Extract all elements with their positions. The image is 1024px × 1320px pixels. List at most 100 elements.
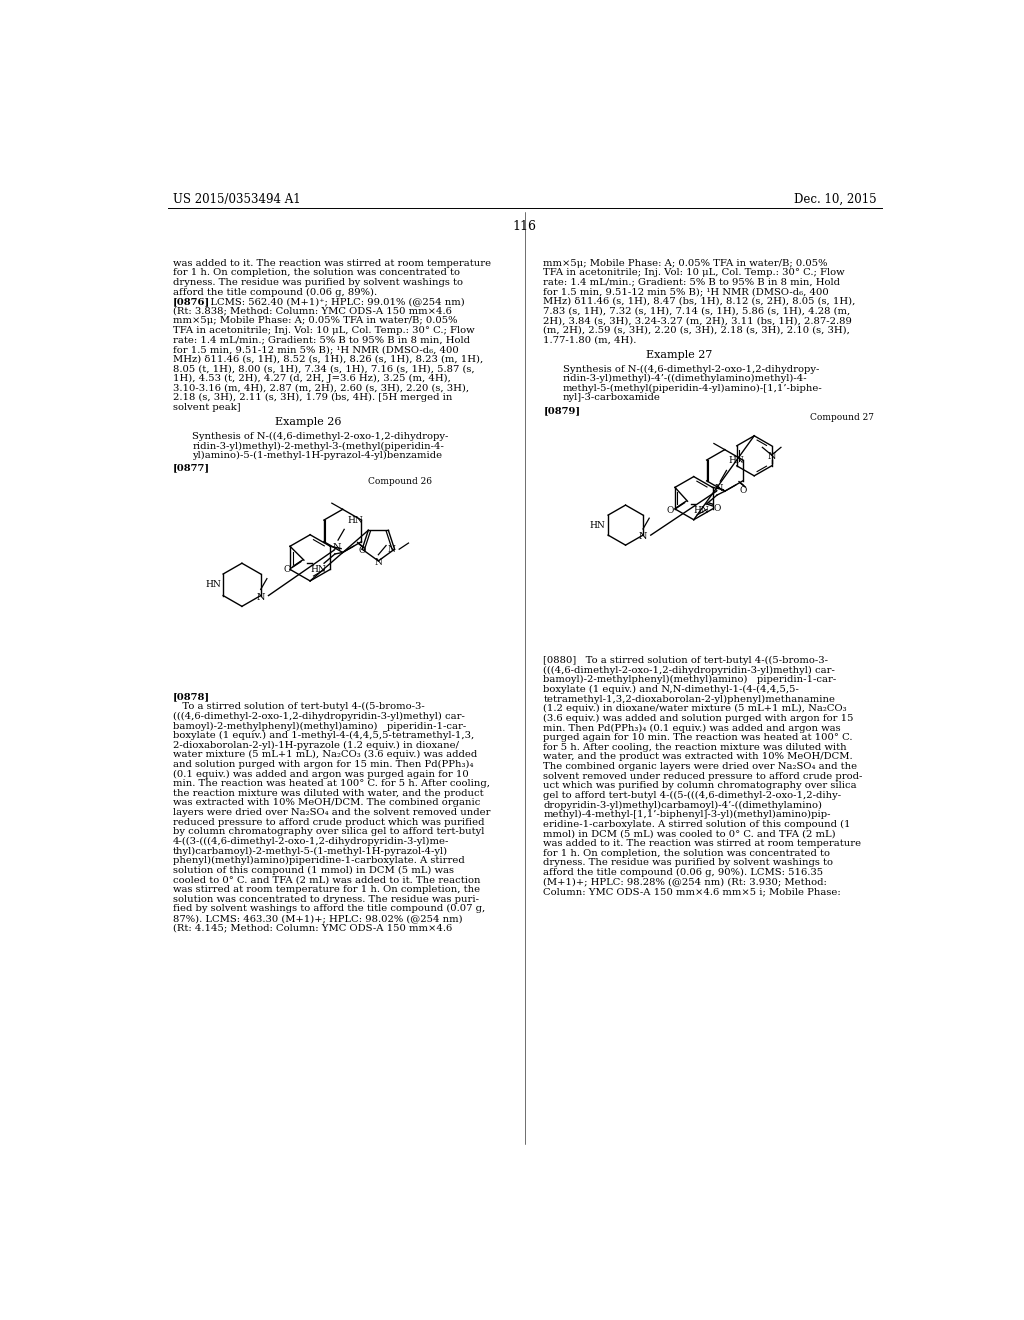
- Text: methyl-5-(methyl(piperidin-4-yl)amino)-[1,1’-biphe-: methyl-5-(methyl(piperidin-4-yl)amino)-[…: [563, 384, 822, 393]
- Text: bamoyl)-2-methylphenyl)(methyl)amino)   piperidin-1-car-: bamoyl)-2-methylphenyl)(methyl)amino) pi…: [173, 722, 466, 730]
- Text: Compound 26: Compound 26: [369, 477, 432, 486]
- Text: min. The reaction was heated at 100° C. for 5 h. After cooling,: min. The reaction was heated at 100° C. …: [173, 779, 489, 788]
- Text: for 1.5 min, 9.51-12 min 5% B); ¹H NMR (DMSO-d₆, 400: for 1.5 min, 9.51-12 min 5% B); ¹H NMR (…: [544, 288, 829, 297]
- Text: [0876]: [0876]: [173, 297, 210, 306]
- Text: (Rt: 3.838; Method: Column: YMC ODS-A 150 mm×4.6: (Rt: 3.838; Method: Column: YMC ODS-A 15…: [173, 306, 452, 315]
- Text: solvent removed under reduced pressure to afford crude prod-: solvent removed under reduced pressure t…: [544, 771, 863, 780]
- Text: (((4,6-dimethyl-2-oxo-1,2-dihydropyridin-3-yl)methyl) car-: (((4,6-dimethyl-2-oxo-1,2-dihydropyridin…: [173, 711, 465, 721]
- Text: min. Then Pd(PPh₃)₄ (0.1 equiv.) was added and argon was: min. Then Pd(PPh₃)₄ (0.1 equiv.) was add…: [544, 723, 841, 733]
- Text: HN: HN: [590, 520, 605, 529]
- Text: 4-((3-(((4,6-dimethyl-2-oxo-1,2-dihydropyridin-3-yl)me-: 4-((3-(((4,6-dimethyl-2-oxo-1,2-dihydrop…: [173, 837, 450, 846]
- Text: LCMS: 562.40 (M+1)⁺; HPLC: 99.01% (@254 nm): LCMS: 562.40 (M+1)⁺; HPLC: 99.01% (@254 …: [201, 297, 465, 306]
- Text: TFA in acetonitrile; Inj. Vol: 10 μL, Col. Temp.: 30° C.; Flow: TFA in acetonitrile; Inj. Vol: 10 μL, Co…: [544, 268, 845, 277]
- Text: HN: HN: [347, 516, 364, 524]
- Text: O: O: [358, 546, 366, 556]
- Text: rate: 1.4 mL/min.; Gradient: 5% B to 95% B in 8 min, Hold: rate: 1.4 mL/min.; Gradient: 5% B to 95%…: [544, 277, 841, 286]
- Text: bamoyl)-2-methylphenyl)(methyl)amino)   piperidin-1-car-: bamoyl)-2-methylphenyl)(methyl)amino) pi…: [544, 676, 837, 684]
- Text: (0.1 equiv.) was added and argon was purged again for 10: (0.1 equiv.) was added and argon was pur…: [173, 770, 469, 779]
- Text: Column: YMC ODS-A 150 mm×4.6 mm×5 i; Mobile Phase:: Column: YMC ODS-A 150 mm×4.6 mm×5 i; Mob…: [544, 887, 841, 896]
- Text: 2-dioxaborolan-2-yl)-1H-pyrazole (1.2 equiv.) in dioxane/: 2-dioxaborolan-2-yl)-1H-pyrazole (1.2 eq…: [173, 741, 459, 750]
- Text: solution of this compound (1 mmol) in DCM (5 mL) was: solution of this compound (1 mmol) in DC…: [173, 866, 454, 875]
- Text: N: N: [767, 451, 776, 461]
- Text: 116: 116: [513, 220, 537, 234]
- Text: Example 27: Example 27: [646, 350, 713, 360]
- Text: O: O: [667, 506, 674, 515]
- Text: 87%). LCMS: 463.30 (M+1)+; HPLC: 98.02% (@254 nm): 87%). LCMS: 463.30 (M+1)+; HPLC: 98.02% …: [173, 913, 463, 923]
- Text: for 1 h. On completion, the solution was concentrated to: for 1 h. On completion, the solution was…: [173, 268, 460, 277]
- Text: mm×5μ; Mobile Phase: A; 0.05% TFA in water/B; 0.05%: mm×5μ; Mobile Phase: A; 0.05% TFA in wat…: [544, 259, 827, 268]
- Text: 3.10-3.16 (m, 4H), 2.87 (m, 2H), 2.60 (s, 3H), 2.20 (s, 3H),: 3.10-3.16 (m, 4H), 2.87 (m, 2H), 2.60 (s…: [173, 384, 469, 392]
- Text: water, and the product was extracted with 10% MeOH/DCM.: water, and the product was extracted wit…: [544, 752, 853, 762]
- Text: HN: HN: [693, 506, 710, 515]
- Text: [0877]: [0877]: [173, 463, 210, 473]
- Text: N: N: [639, 532, 647, 541]
- Text: nyl]-3-carboxamide: nyl]-3-carboxamide: [563, 393, 660, 403]
- Text: for 1 h. On completion, the solution was concentrated to: for 1 h. On completion, the solution was…: [544, 849, 830, 858]
- Text: yl)amino)-5-(1-methyl-1H-pyrazol-4-yl)benzamide: yl)amino)-5-(1-methyl-1H-pyrazol-4-yl)be…: [193, 451, 442, 461]
- Text: (M+1)+; HPLC: 98.28% (@254 nm) (Rt: 3.930; Method:: (M+1)+; HPLC: 98.28% (@254 nm) (Rt: 3.93…: [544, 878, 827, 887]
- Text: purged again for 10 min. The reaction was heated at 100° C.: purged again for 10 min. The reaction wa…: [544, 733, 853, 742]
- Text: (m, 2H), 2.59 (s, 3H), 2.20 (s, 3H), 2.18 (s, 3H), 2.10 (s, 3H),: (m, 2H), 2.59 (s, 3H), 2.20 (s, 3H), 2.1…: [544, 326, 850, 335]
- Text: boxylate (1 equiv.) and N,N-dimethyl-1-(4-(4,4,5,5-: boxylate (1 equiv.) and N,N-dimethyl-1-(…: [544, 685, 800, 694]
- Text: ridin-3-yl)methyl)-2-methyl-3-(methyl(piperidin-4-: ridin-3-yl)methyl)-2-methyl-3-(methyl(pi…: [193, 441, 444, 450]
- Text: the reaction mixture was diluted with water, and the product: the reaction mixture was diluted with wa…: [173, 789, 483, 797]
- Text: Synthesis of N-((4,6-dimethyl-2-oxo-1,2-dihydropy-: Synthesis of N-((4,6-dimethyl-2-oxo-1,2-…: [563, 364, 819, 374]
- Text: US 2015/0353494 A1: US 2015/0353494 A1: [173, 193, 301, 206]
- Text: The combined organic layers were dried over Na₂SO₄ and the: The combined organic layers were dried o…: [544, 762, 857, 771]
- Text: and solution purged with argon for 15 min. Then Pd(PPh₃)₄: and solution purged with argon for 15 mi…: [173, 760, 473, 770]
- Text: O: O: [740, 486, 748, 495]
- Text: was added to it. The reaction was stirred at room temperature: was added to it. The reaction was stirre…: [173, 259, 492, 268]
- Text: ridin-3-yl)methyl)-4’-((dimethylamino)methyl)-4-: ridin-3-yl)methyl)-4’-((dimethylamino)me…: [563, 374, 807, 383]
- Text: HN: HN: [729, 455, 744, 465]
- Text: Dec. 10, 2015: Dec. 10, 2015: [794, 193, 877, 206]
- Text: uct which was purified by column chromatography over silica: uct which was purified by column chromat…: [544, 781, 857, 791]
- Text: [0880]   To a stirred solution of tert-butyl 4-((5-bromo-3-: [0880] To a stirred solution of tert-but…: [544, 656, 828, 665]
- Text: methyl)-4-methyl-[1,1’-biphenyl]-3-yl)(methyl)amino)pip-: methyl)-4-methyl-[1,1’-biphenyl]-3-yl)(m…: [544, 810, 830, 820]
- Text: Compound 27: Compound 27: [810, 413, 874, 422]
- Text: dryness. The residue was purified by solvent washings to: dryness. The residue was purified by sol…: [173, 277, 463, 286]
- Text: for 5 h. After cooling, the reaction mixture was diluted with: for 5 h. After cooling, the reaction mix…: [544, 743, 847, 751]
- Text: N: N: [387, 545, 395, 553]
- Text: fied by solvent washings to afford the title compound (0.07 g,: fied by solvent washings to afford the t…: [173, 904, 485, 913]
- Text: 1.77-1.80 (m, 4H).: 1.77-1.80 (m, 4H).: [544, 335, 637, 345]
- Text: eridine-1-carboxylate. A stirred solution of this compound (1: eridine-1-carboxylate. A stirred solutio…: [544, 820, 851, 829]
- Text: TFA in acetonitrile; Inj. Vol: 10 μL, Col. Temp.: 30° C.; Flow: TFA in acetonitrile; Inj. Vol: 10 μL, Co…: [173, 326, 474, 335]
- Text: Synthesis of N-((4,6-dimethyl-2-oxo-1,2-dihydropy-: Synthesis of N-((4,6-dimethyl-2-oxo-1,2-…: [193, 432, 449, 441]
- Text: afford the title compound (0.06 g, 90%). LCMS: 516.35: afford the title compound (0.06 g, 90%).…: [544, 867, 823, 876]
- Text: thyl)carbamoyl)-2-methyl-5-(1-methyl-1H-pyrazol-4-yl): thyl)carbamoyl)-2-methyl-5-(1-methyl-1H-…: [173, 846, 449, 855]
- Text: gel to afford tert-butyl 4-((5-(((4,6-dimethyl-2-oxo-1,2-dihy-: gel to afford tert-butyl 4-((5-(((4,6-di…: [544, 791, 842, 800]
- Text: mmol) in DCM (5 mL) was cooled to 0° C. and TFA (2 mL): mmol) in DCM (5 mL) was cooled to 0° C. …: [544, 829, 836, 838]
- Text: 1H), 4.53 (t, 2H), 4.27 (d, 2H, J=3.6 Hz), 3.25 (m, 4H),: 1H), 4.53 (t, 2H), 4.27 (d, 2H, J=3.6 Hz…: [173, 374, 451, 383]
- Text: 2H), 3.84 (s, 3H), 3.24-3.27 (m, 2H), 3.11 (bs, 1H), 2.87-2.89: 2H), 3.84 (s, 3H), 3.24-3.27 (m, 2H), 3.…: [544, 317, 852, 325]
- Text: dryness. The residue was purified by solvent washings to: dryness. The residue was purified by sol…: [544, 858, 834, 867]
- Text: 7.83 (s, 1H), 7.32 (s, 1H), 7.14 (s, 1H), 5.86 (s, 1H), 4.28 (m,: 7.83 (s, 1H), 7.32 (s, 1H), 7.14 (s, 1H)…: [544, 306, 851, 315]
- Text: cooled to 0° C. and TFA (2 mL) was added to it. The reaction: cooled to 0° C. and TFA (2 mL) was added…: [173, 875, 480, 884]
- Text: solvent peak]: solvent peak]: [173, 403, 241, 412]
- Text: Example 26: Example 26: [275, 417, 342, 428]
- Text: MHz) δ11.46 (s, 1H), 8.52 (s, 1H), 8.26 (s, 1H), 8.23 (m, 1H),: MHz) δ11.46 (s, 1H), 8.52 (s, 1H), 8.26 …: [173, 355, 483, 364]
- Text: O: O: [284, 565, 291, 574]
- Text: dropyridin-3-yl)methyl)carbamoyl)-4’-((dimethylamino): dropyridin-3-yl)methyl)carbamoyl)-4’-((d…: [544, 800, 822, 809]
- Text: was stirred at room temperature for 1 h. On completion, the: was stirred at room temperature for 1 h.…: [173, 886, 480, 894]
- Text: (1.2 equiv.) in dioxane/water mixture (5 mL+1 mL), Na₂CO₃: (1.2 equiv.) in dioxane/water mixture (5…: [544, 704, 847, 713]
- Text: was extracted with 10% MeOH/DCM. The combined organic: was extracted with 10% MeOH/DCM. The com…: [173, 799, 480, 808]
- Text: (((4,6-dimethyl-2-oxo-1,2-dihydropyridin-3-yl)methyl) car-: (((4,6-dimethyl-2-oxo-1,2-dihydropyridin…: [544, 665, 836, 675]
- Text: phenyl)(methyl)amino)piperidine-1-carboxylate. A stirred: phenyl)(methyl)amino)piperidine-1-carbox…: [173, 857, 465, 866]
- Text: tetramethyl-1,3,2-dioxaborolan-2-yl)phenyl)methanamine: tetramethyl-1,3,2-dioxaborolan-2-yl)phen…: [544, 694, 836, 704]
- Text: layers were dried over Na₂SO₄ and the solvent removed under: layers were dried over Na₂SO₄ and the so…: [173, 808, 490, 817]
- Text: 8.05 (t, 1H), 8.00 (s, 1H), 7.34 (s, 1H), 7.16 (s, 1H), 5.87 (s,: 8.05 (t, 1H), 8.00 (s, 1H), 7.34 (s, 1H)…: [173, 364, 474, 374]
- Text: rate: 1.4 mL/min.; Gradient: 5% B to 95% B in 8 min, Hold: rate: 1.4 mL/min.; Gradient: 5% B to 95%…: [173, 335, 470, 345]
- Text: by column chromatography over silica gel to afford tert-butyl: by column chromatography over silica gel…: [173, 828, 484, 837]
- Text: water mixture (5 mL+1 mL), Na₂CO₃ (3.6 equiv.) was added: water mixture (5 mL+1 mL), Na₂CO₃ (3.6 e…: [173, 750, 477, 759]
- Text: reduced pressure to afford crude product which was purified: reduced pressure to afford crude product…: [173, 817, 484, 826]
- Text: O: O: [714, 504, 721, 513]
- Text: was added to it. The reaction was stirred at room temperature: was added to it. The reaction was stirre…: [544, 840, 861, 847]
- Text: solution was concentrated to dryness. The residue was puri-: solution was concentrated to dryness. Th…: [173, 895, 479, 904]
- Text: (3.6 equiv.) was added and solution purged with argon for 15: (3.6 equiv.) was added and solution purg…: [544, 714, 854, 723]
- Text: for 1.5 min, 9.51-12 min 5% B); ¹H NMR (DMSO-d₆, 400: for 1.5 min, 9.51-12 min 5% B); ¹H NMR (…: [173, 345, 459, 354]
- Text: HN: HN: [206, 581, 221, 589]
- Text: N: N: [256, 593, 265, 602]
- Text: N: N: [332, 544, 341, 552]
- Text: (Rt: 4.145; Method: Column: YMC ODS-A 150 mm×4.6: (Rt: 4.145; Method: Column: YMC ODS-A 15…: [173, 924, 453, 933]
- Text: afford the title compound (0.06 g, 89%).: afford the title compound (0.06 g, 89%).: [173, 288, 377, 297]
